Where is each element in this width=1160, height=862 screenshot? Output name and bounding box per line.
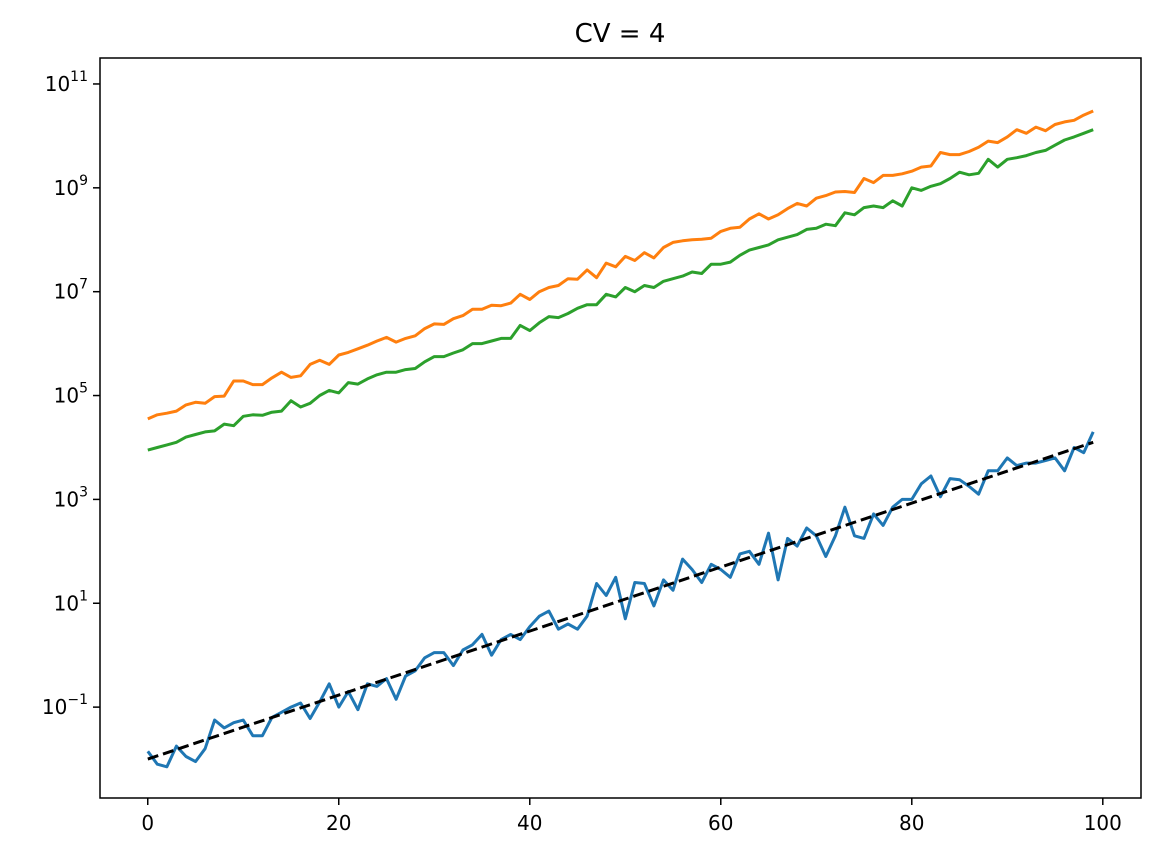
chart-title: CV = 4 — [575, 19, 666, 49]
y-axis: 10−1 101 103 105 107 109 1011 — [42, 69, 100, 719]
y-tick-label: 101 — [54, 588, 88, 615]
x-tick-label: 0 — [141, 811, 154, 835]
trend-line-dashed — [147, 440, 1094, 761]
x-tick-label: 80 — [899, 811, 924, 835]
series-line-1 — [147, 109, 1094, 421]
plot-frame — [99, 57, 1142, 799]
y-tick-label: 107 — [54, 277, 88, 304]
y-tick-label: 10−1 — [42, 692, 88, 719]
x-tick-label: 40 — [517, 811, 542, 835]
y-tick-label: 105 — [54, 381, 88, 408]
series-layer — [146, 109, 1095, 769]
series-line-2 — [147, 128, 1094, 452]
y-tick-label: 103 — [54, 484, 88, 511]
series-line-3 — [146, 431, 1095, 769]
x-axis: 0 20 40 60 80 100 — [141, 798, 1122, 835]
x-tick-label: 100 — [1084, 811, 1122, 835]
x-tick-label: 60 — [708, 811, 733, 835]
y-tick-label: 1011 — [45, 69, 88, 96]
y-tick-label: 109 — [54, 173, 88, 200]
x-tick-label: 20 — [326, 811, 351, 835]
